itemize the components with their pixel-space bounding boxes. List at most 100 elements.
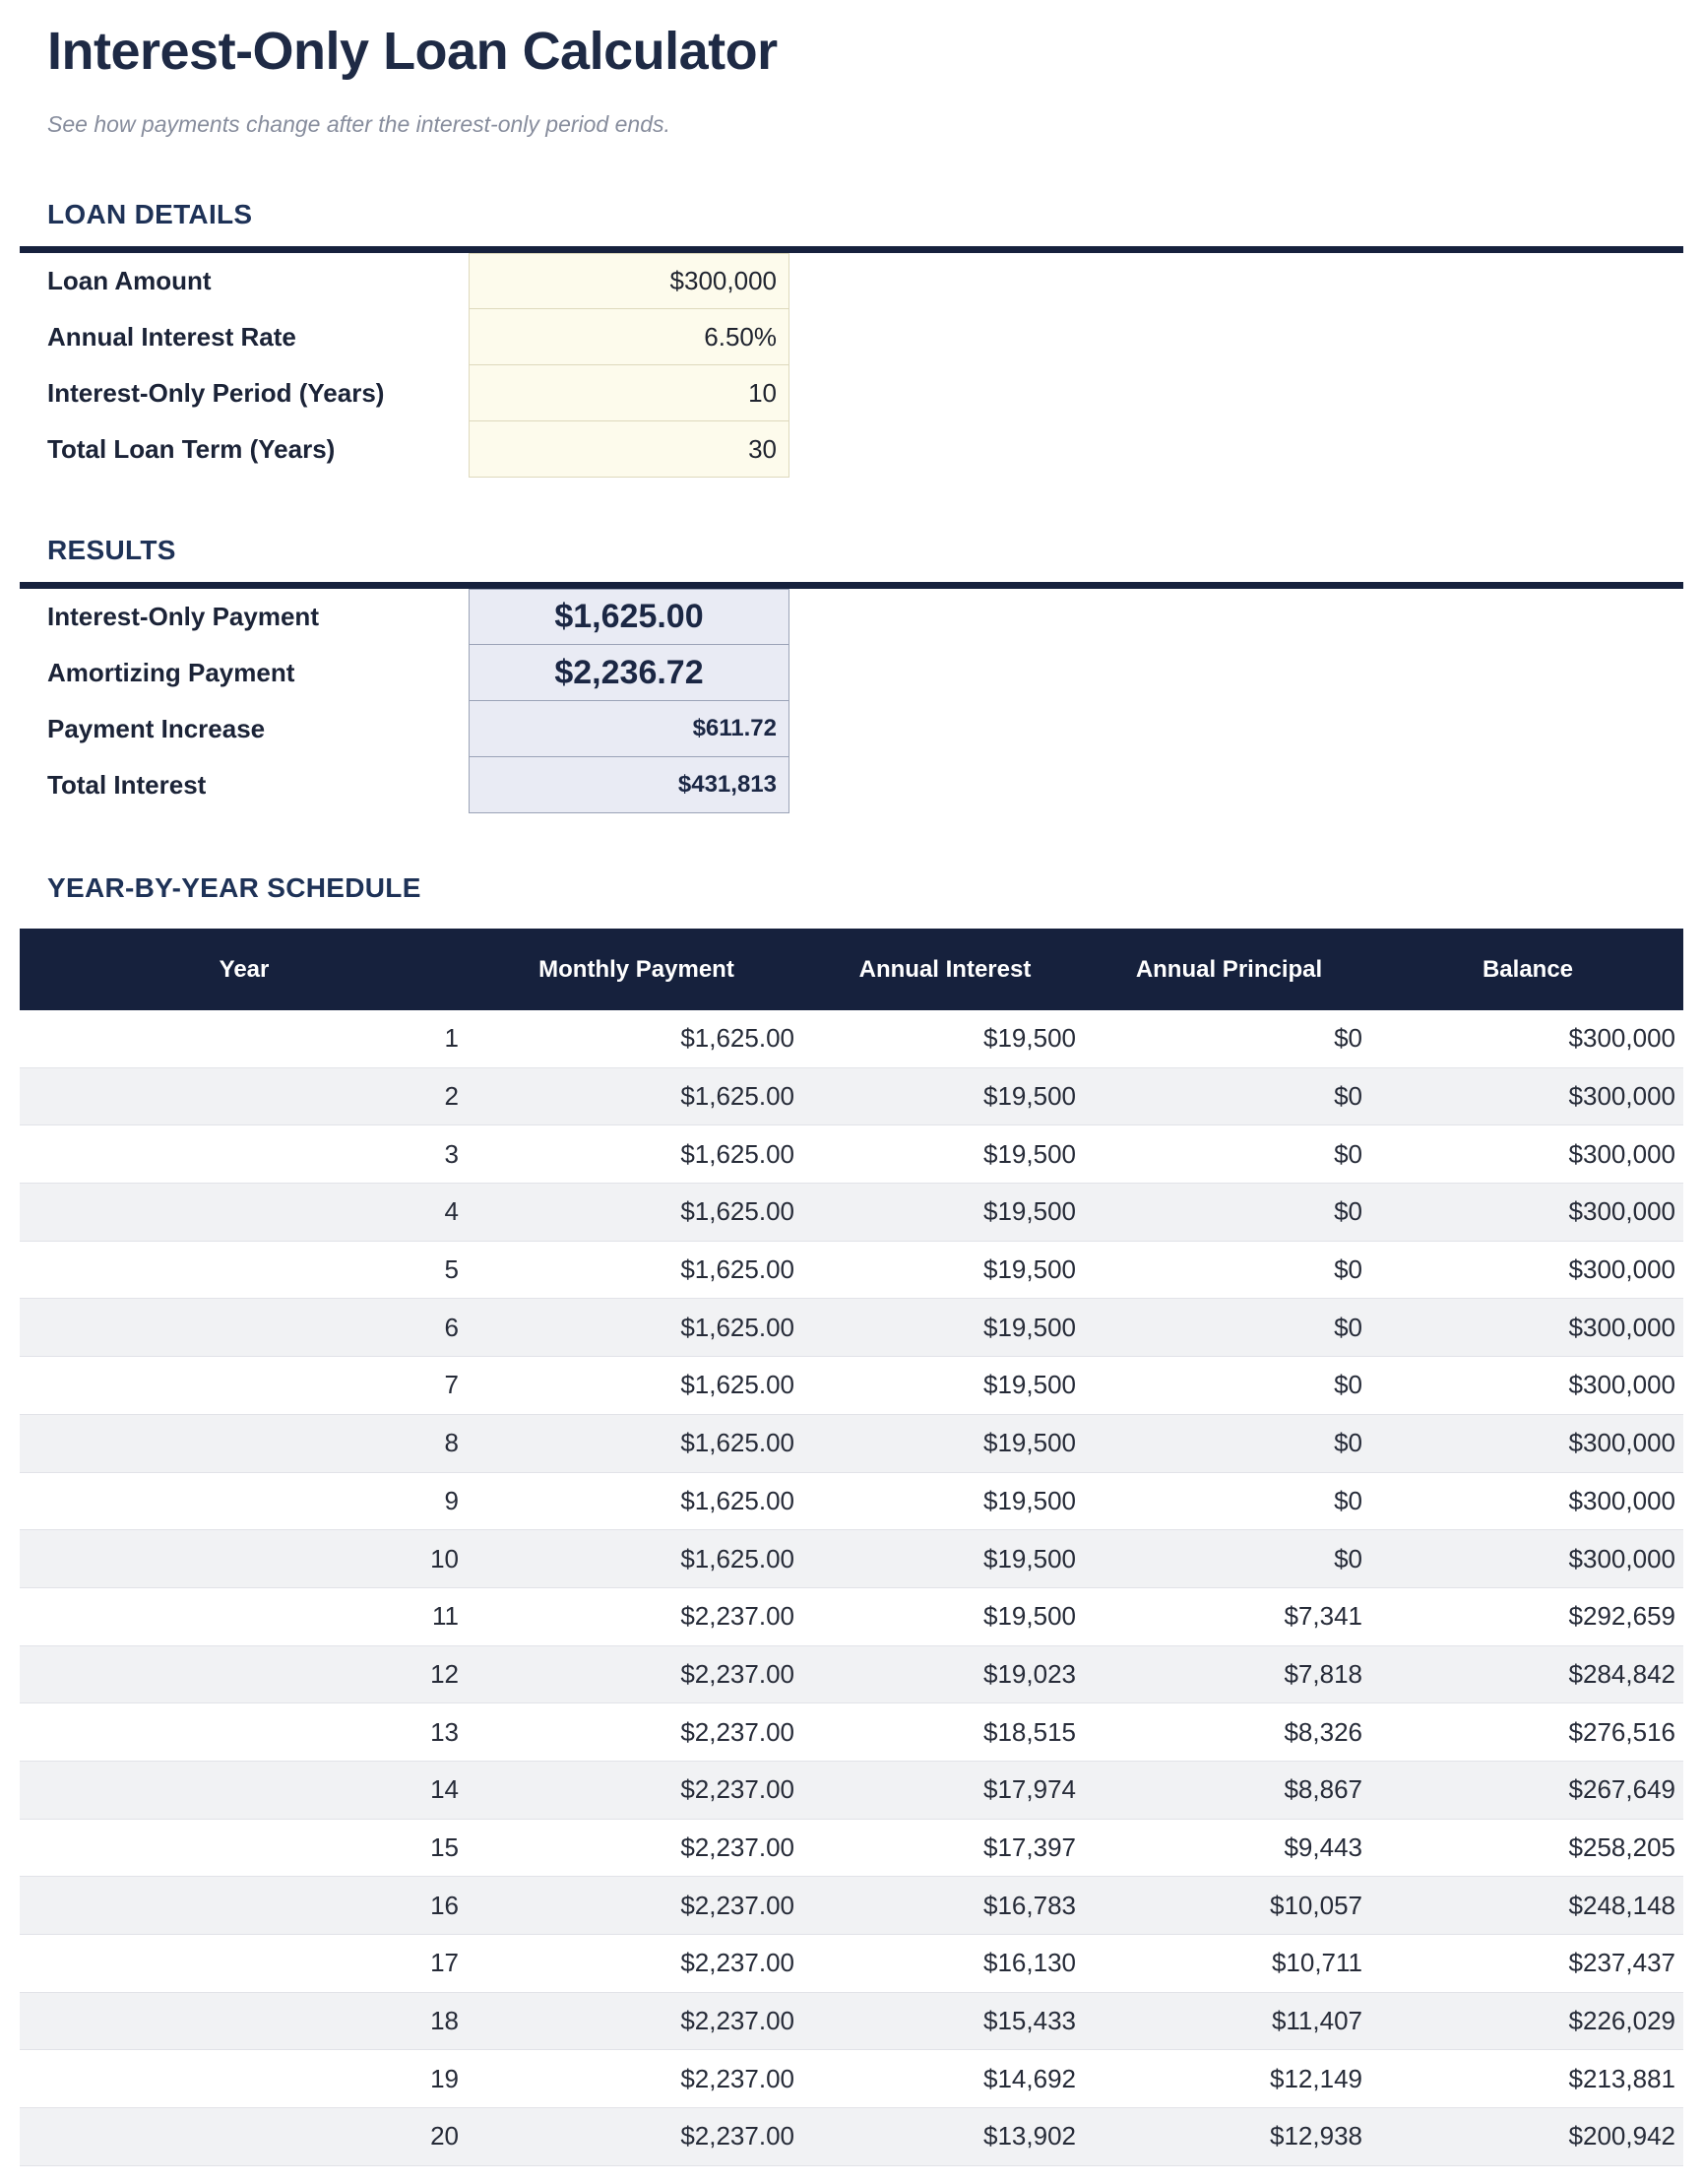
schedule-cell-year: 9 <box>20 1472 469 1531</box>
schedule-cell-balance: $300,000 <box>1372 1356 1683 1415</box>
table-row-year-4: 4 $1,625.00 $19,500 $0 $300,000 <box>20 1183 1683 1242</box>
schedule-cell-annual-principal: $0 <box>1086 1010 1372 1068</box>
results-heading: RESULTS <box>20 535 1683 589</box>
schedule-cell-annual-principal: $0 <box>1086 1183 1372 1242</box>
schedule-cell-annual-principal: $0 <box>1086 1124 1372 1185</box>
schedule-cell-annual-principal: $0 <box>1086 1067 1372 1126</box>
field-label-interest-only-payment: Interest-Only Payment <box>47 602 319 631</box>
schedule-cell-monthly-payment: $1,625.00 <box>469 1472 804 1531</box>
schedule-cell-monthly-payment: $1,625.00 <box>469 1298 804 1358</box>
schedule-cell-year: 19 <box>20 2049 469 2109</box>
table-row-year-2: 2 $1,625.00 $19,500 $0 $300,000 <box>20 1067 1683 1126</box>
schedule-cell-monthly-payment: $2,237.00 <box>469 1992 804 2051</box>
schedule-cell-year: 7 <box>20 1356 469 1415</box>
schedule-cell-year: 11 <box>20 1587 469 1646</box>
field-row-total-interest: Total Interest $431,813 <box>20 757 1683 813</box>
schedule-cell-balance: $267,649 <box>1372 1761 1683 1820</box>
table-row-year-5: 5 $1,625.00 $19,500 $0 $300,000 <box>20 1241 1683 1300</box>
schedule-cell-annual-interest: $19,023 <box>804 1645 1086 1704</box>
schedule-cell-annual-interest: $19,500 <box>804 1587 1086 1646</box>
schedule-cell-annual-interest: $16,130 <box>804 1934 1086 1993</box>
table-row-year-16: 16 $2,237.00 $16,783 $10,057 $248,148 <box>20 1876 1683 1935</box>
schedule-cell-annual-interest: $19,500 <box>804 1241 1086 1300</box>
schedule-cell-annual-interest: $15,433 <box>804 1992 1086 2051</box>
schedule-cell-monthly-payment: $1,625.00 <box>469 1241 804 1300</box>
schedule-cell-year: 4 <box>20 1183 469 1242</box>
table-row-year-14: 14 $2,237.00 $17,974 $8,867 $267,649 <box>20 1761 1683 1820</box>
schedule-cell-annual-principal: $0 <box>1086 1298 1372 1358</box>
header-row: Year Monthly Payment Annual Interest Annual… <box>20 929 1683 1010</box>
schedule-cell-annual-principal: $10,057 <box>1086 1876 1372 1935</box>
schedule-cell-balance: $300,000 <box>1372 1124 1683 1185</box>
table-row-year-1: 1 $1,625.00 $19,500 $0 $300,000 <box>20 1010 1683 1068</box>
column-header-balance: Balance <box>1372 929 1683 1010</box>
schedule-cell-year: 10 <box>20 1529 469 1588</box>
schedule-cell-year: 14 <box>20 1761 469 1820</box>
schedule-cell-year: 6 <box>20 1298 469 1358</box>
schedule-cell-balance: $300,000 <box>1372 1414 1683 1473</box>
field-row-total-loan-term-years: Total Loan Term (Years) 30 <box>20 421 1683 478</box>
interest-only-period-years-input-cell[interactable]: 10 <box>469 365 789 421</box>
schedule-cell-annual-principal: $8,867 <box>1086 1761 1372 1820</box>
schedule-cell-annual-principal: $0 <box>1086 1414 1372 1473</box>
loan-details-fields: Loan Amount $300,000 Annual Interest Rate 6… <box>20 253 1683 478</box>
schedule-cell-year: 5 <box>20 1241 469 1300</box>
schedule-cell-balance: $300,000 <box>1372 1298 1683 1358</box>
schedule-cell-balance: $200,942 <box>1372 2107 1683 2166</box>
schedule-cell-annual-interest: $13,902 <box>804 2107 1086 2166</box>
schedule-cell-annual-principal: $12,149 <box>1086 2049 1372 2109</box>
schedule-cell-annual-interest: $19,500 <box>804 1472 1086 1531</box>
schedule-cell-annual-interest: $19,500 <box>804 1010 1086 1068</box>
schedule-table-header: Year Monthly Payment Annual Interest Annual… <box>20 929 1683 1010</box>
schedule-table: Year Monthly Payment Annual Interest Annual… <box>20 929 1683 2166</box>
field-row-interest-only-period-years: Interest-Only Period (Years) 10 <box>20 365 1683 421</box>
schedule-cell-monthly-payment: $2,237.00 <box>469 1819 804 1878</box>
schedule-cell-year: 15 <box>20 1819 469 1878</box>
schedule-cell-balance: $258,205 <box>1372 1819 1683 1878</box>
schedule-cell-year: 8 <box>20 1414 469 1473</box>
loan-details-section: LOAN DETAILS Loan Amount $300,000 Annual I… <box>20 199 1683 478</box>
column-header-annual-interest: Annual Interest <box>804 929 1086 1010</box>
table-row-year-13: 13 $2,237.00 $18,515 $8,326 $276,516 <box>20 1702 1683 1762</box>
column-header-year: Year <box>20 929 469 1010</box>
schedule-cell-balance: $300,000 <box>1372 1067 1683 1126</box>
schedule-cell-year: 1 <box>20 1010 469 1068</box>
table-row-year-7: 7 $1,625.00 $19,500 $0 $300,000 <box>20 1356 1683 1415</box>
schedule-cell-annual-interest: $18,515 <box>804 1702 1086 1762</box>
table-row-year-12: 12 $2,237.00 $19,023 $7,818 $284,842 <box>20 1645 1683 1704</box>
schedule-cell-monthly-payment: $1,625.00 <box>469 1010 804 1068</box>
schedule-cell-year: 17 <box>20 1934 469 1993</box>
annual-interest-rate-input-cell[interactable]: 6.50% <box>469 309 789 365</box>
schedule-cell-annual-interest: $19,500 <box>804 1067 1086 1126</box>
schedule-cell-monthly-payment: $1,625.00 <box>469 1067 804 1126</box>
schedule-cell-annual-principal: $9,443 <box>1086 1819 1372 1878</box>
field-row-payment-increase: Payment Increase $611.72 <box>20 701 1683 757</box>
payment-increase-value-cell: $611.72 <box>469 701 789 757</box>
schedule-cell-monthly-payment: $1,625.00 <box>469 1414 804 1473</box>
field-label-total-interest: Total Interest <box>47 770 207 800</box>
schedule-cell-monthly-payment: $2,237.00 <box>469 1876 804 1935</box>
schedule-cell-annual-interest: $16,783 <box>804 1876 1086 1935</box>
table-row-year-3: 3 $1,625.00 $19,500 $0 $300,000 <box>20 1124 1683 1185</box>
schedule-cell-balance: $284,842 <box>1372 1645 1683 1704</box>
table-row-year-18: 18 $2,237.00 $15,433 $11,407 $226,029 <box>20 1992 1683 2051</box>
schedule-cell-balance: $300,000 <box>1372 1241 1683 1300</box>
loan-amount-input-cell[interactable]: $300,000 <box>469 253 789 309</box>
schedule-cell-annual-interest: $19,500 <box>804 1356 1086 1415</box>
schedule-cell-monthly-payment: $2,237.00 <box>469 1587 804 1646</box>
schedule-cell-balance: $276,516 <box>1372 1702 1683 1762</box>
schedule-cell-annual-interest: $17,974 <box>804 1761 1086 1820</box>
table-row-year-15: 15 $2,237.00 $17,397 $9,443 $258,205 <box>20 1819 1683 1878</box>
schedule-cell-annual-interest: $19,500 <box>804 1298 1086 1358</box>
total-loan-term-years-input-cell[interactable]: 30 <box>469 421 789 478</box>
results-fields: Interest-Only Payment $1,625.00 Amortizing… <box>20 589 1683 813</box>
schedule-cell-annual-interest: $19,500 <box>804 1529 1086 1588</box>
schedule-cell-balance: $213,881 <box>1372 2049 1683 2109</box>
schedule-cell-annual-principal: $0 <box>1086 1529 1372 1588</box>
schedule-cell-annual-principal: $10,711 <box>1086 1934 1372 1993</box>
field-row-annual-interest-rate: Annual Interest Rate 6.50% <box>20 309 1683 365</box>
table-row-year-10: 10 $1,625.00 $19,500 $0 $300,000 <box>20 1529 1683 1588</box>
column-header-annual-principal: Annual Principal <box>1086 929 1372 1010</box>
schedule-cell-year: 13 <box>20 1702 469 1762</box>
